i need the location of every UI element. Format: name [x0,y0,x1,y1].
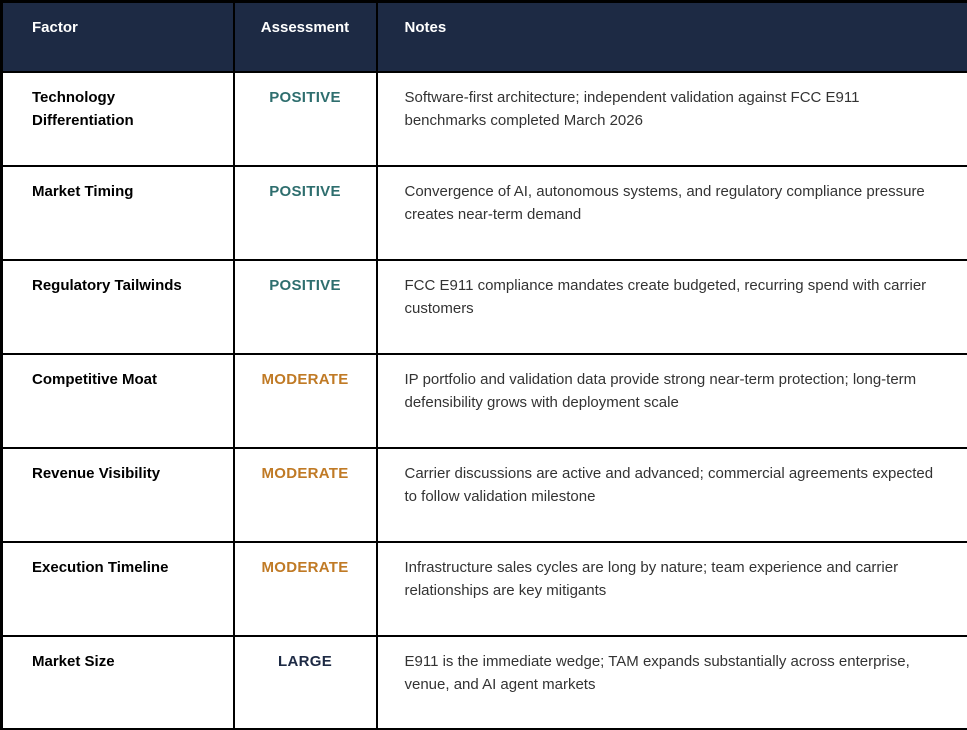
table-row: Market Timing POSITIVE Convergence of AI… [0,164,967,261]
assessment-badge: POSITIVE [232,258,378,355]
table-row: Revenue Visibility MODERATE Carrier disc… [0,446,967,543]
assessment-badge: LARGE [232,634,378,730]
notes-cell: FCC E911 compliance mandates create budg… [375,258,967,355]
factor-cell: Execution Timeline [0,540,235,637]
header-factor: Factor [0,0,235,73]
factor-cell: Market Timing [0,164,235,261]
notes-cell: Infrastructure sales cycles are long by … [375,540,967,637]
notes-cell: Convergence of AI, autonomous systems, a… [375,164,967,261]
table-header: Factor Assessment Notes [0,0,967,73]
factor-cell: Technology Differentiation [0,70,235,167]
table-row: Regulatory Tailwinds POSITIVE FCC E911 c… [0,258,967,355]
notes-cell: Software-first architecture; independent… [375,70,967,167]
assessment-badge: MODERATE [232,540,378,637]
factor-cell: Competitive Moat [0,352,235,449]
header-assessment: Assessment [232,0,378,73]
table-row: Execution Timeline MODERATE Infrastructu… [0,540,967,637]
assessment-badge: MODERATE [232,446,378,543]
assessment-badge: POSITIVE [232,164,378,261]
notes-cell: IP portfolio and validation data provide… [375,352,967,449]
table-row: Competitive Moat MODERATE IP portfolio a… [0,352,967,449]
notes-cell: E911 is the immediate wedge; TAM expands… [375,634,967,730]
factor-cell: Regulatory Tailwinds [0,258,235,355]
factor-cell: Market Size [0,634,235,730]
table-body: Technology Differentiation POSITIVE Soft… [0,70,967,730]
header-row: Factor Assessment Notes [0,0,967,73]
assessment-badge: POSITIVE [232,70,378,167]
table-row: Market Size LARGE E911 is the immediate … [0,634,967,730]
factor-cell: Revenue Visibility [0,446,235,543]
header-notes: Notes [375,0,967,73]
notes-cell: Carrier discussions are active and advan… [375,446,967,543]
assessment-badge: MODERATE [232,352,378,449]
table-row: Technology Differentiation POSITIVE Soft… [0,70,967,167]
